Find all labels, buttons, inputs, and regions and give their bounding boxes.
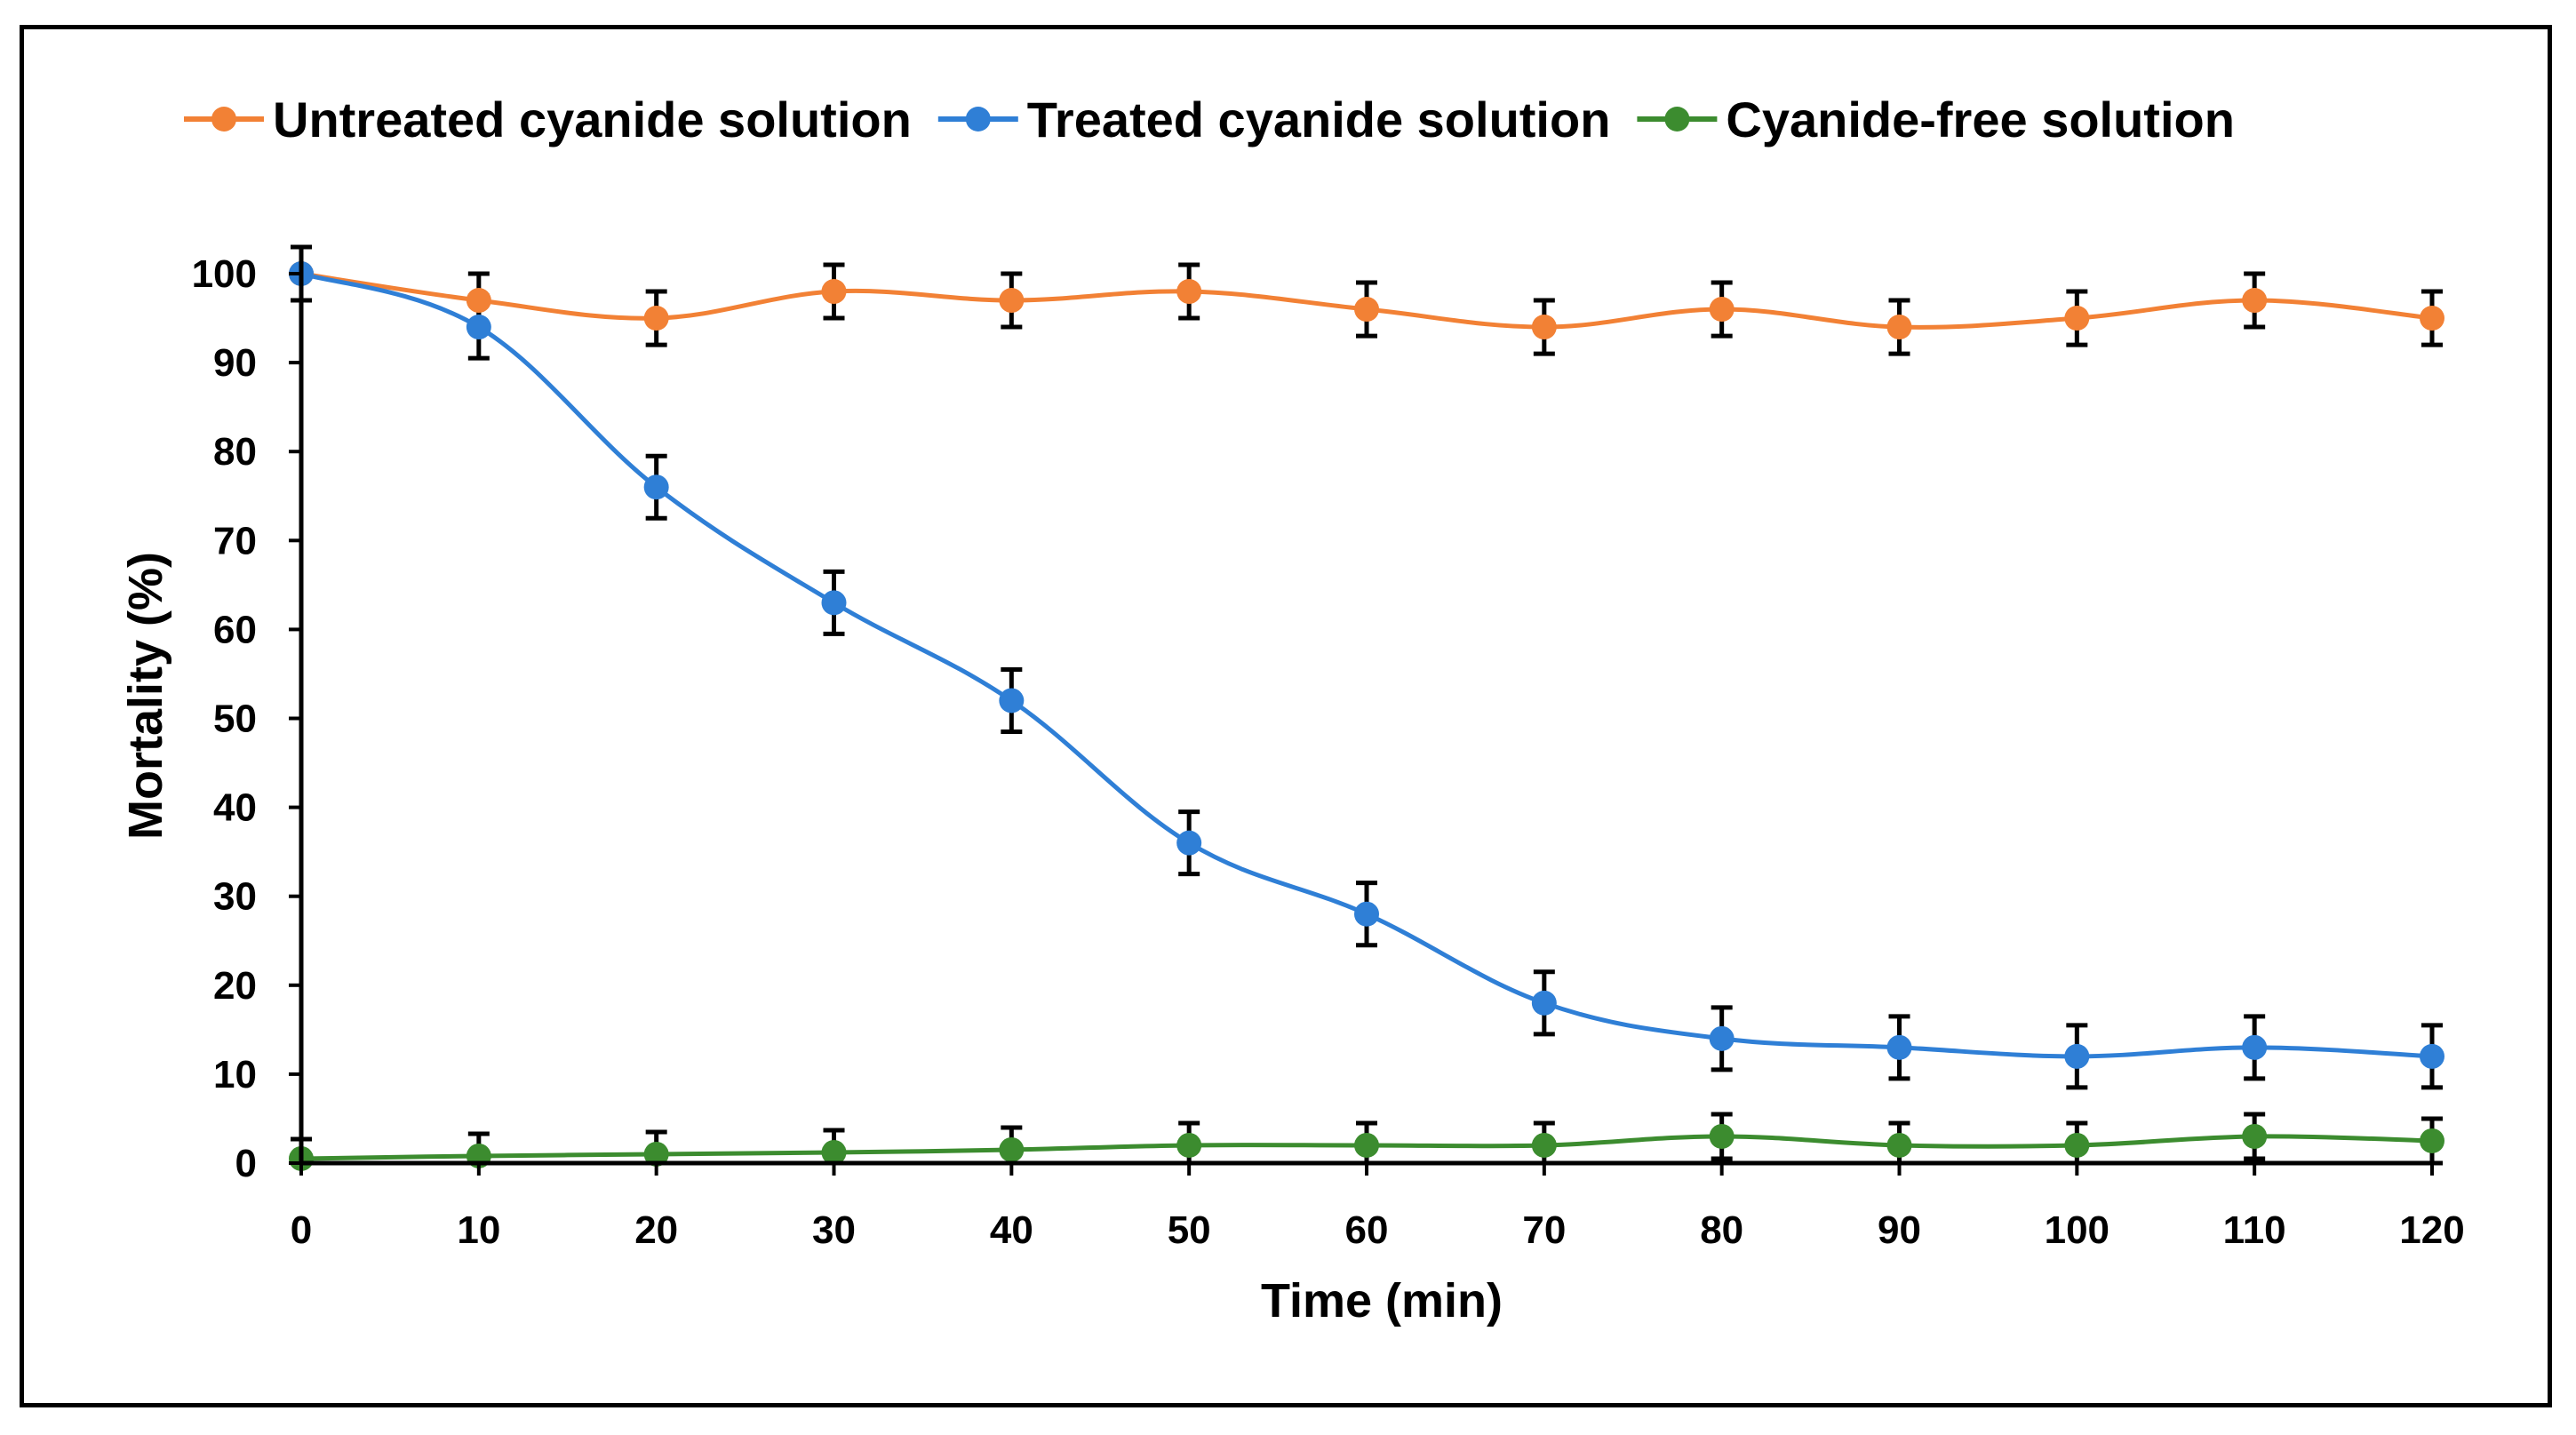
error-bars xyxy=(291,244,2443,1166)
x-tick-label: 30 xyxy=(812,1208,856,1252)
treated-cyanide-solution-point xyxy=(643,474,669,500)
x-tick-label: 70 xyxy=(1522,1208,1566,1252)
x-tick-label: 10 xyxy=(457,1208,500,1252)
y-tick-label: 30 xyxy=(213,875,257,919)
legend-label-cyanide-free-solution: Cyanide-free solution xyxy=(1726,92,2235,147)
data-markers xyxy=(289,261,2444,1171)
untreated-cyanide-solution-point xyxy=(1354,297,1379,323)
x-tick-label: 60 xyxy=(1345,1208,1389,1252)
cyanide-free-solution-point xyxy=(643,1141,669,1167)
treated-cyanide-solution-point xyxy=(1176,830,1202,856)
treated-cyanide-solution-point xyxy=(999,688,1025,714)
tick-labels: 0 10 20 30 40 50 60 70 80 90 100 0 10 20 30 40 50 60 70 80 9… xyxy=(192,252,2465,1252)
x-tick-label: 100 xyxy=(2045,1208,2109,1252)
x-tick-label: 0 xyxy=(291,1208,312,1252)
treated-cyanide-solution-point xyxy=(821,590,847,616)
legend-marker-untreated-cyanide-solution xyxy=(211,107,236,132)
y-tick-label: 20 xyxy=(213,964,257,1008)
x-tick-label: 50 xyxy=(1168,1208,1211,1252)
legend-marker-cyanide-free-solution xyxy=(1664,107,1690,132)
untreated-cyanide-solution-point xyxy=(466,288,491,314)
untreated-cyanide-solution-point xyxy=(2064,306,2090,331)
treated-cyanide-solution-point xyxy=(1531,990,1557,1016)
cyanide-free-solution-point xyxy=(1176,1132,1202,1158)
chart-frame: Untreated cyanide solution Treated cyanid… xyxy=(20,25,2552,1407)
untreated-cyanide-solution-point xyxy=(999,288,1025,314)
x-tick-label: 120 xyxy=(2399,1208,2464,1252)
cyanide-free-solution-point xyxy=(2242,1123,2268,1149)
y-tick-label: 0 xyxy=(235,1142,257,1185)
cyanide-free-solution-point xyxy=(1354,1132,1379,1158)
treated-cyanide-solution-point xyxy=(1886,1034,1912,1060)
legend-label-treated-cyanide-solution: Treated cyanide solution xyxy=(1027,92,1611,147)
cyanide-free-solution-point xyxy=(821,1139,847,1165)
y-tick-label: 90 xyxy=(213,341,257,385)
x-tick-label: 90 xyxy=(1878,1208,1921,1252)
cyanide-free-solution-point xyxy=(1531,1132,1557,1158)
cyanide-free-solution-point xyxy=(2420,1128,2444,1153)
cyanide-free-solution-point xyxy=(2064,1132,2090,1158)
y-tick-label: 10 xyxy=(213,1053,257,1096)
y-tick-label: 70 xyxy=(213,519,257,562)
cyanide-free-solution-point xyxy=(999,1136,1025,1162)
y-tick-label: 40 xyxy=(213,786,257,830)
untreated-cyanide-solution-point xyxy=(1709,297,1735,323)
cyanide-free-solution-point xyxy=(1886,1132,1912,1158)
cyanide-free-solution-point xyxy=(1709,1123,1735,1149)
y-tick-label: 100 xyxy=(192,252,257,296)
legend: Untreated cyanide solution Treated cyanid… xyxy=(184,92,2235,147)
untreated-cyanide-solution-point xyxy=(2242,288,2268,314)
treated-cyanide-solution-point xyxy=(1709,1025,1735,1051)
x-axis-title: Time (min) xyxy=(1261,1274,1503,1327)
untreated-cyanide-solution-point xyxy=(1886,315,1912,340)
untreated-cyanide-solution-point xyxy=(1176,279,1202,305)
line-chart: Untreated cyanide solution Treated cyanid… xyxy=(119,92,2465,1327)
treated-cyanide-solution-point xyxy=(2420,1043,2444,1069)
x-tick-label: 110 xyxy=(2223,1208,2286,1252)
y-axis-title: Mortality (%) xyxy=(119,552,172,840)
legend-label-untreated-cyanide-solution: Untreated cyanide solution xyxy=(273,92,912,147)
legend-marker-treated-cyanide-solution xyxy=(965,107,991,132)
y-tick-label: 80 xyxy=(213,430,257,474)
untreated-cyanide-solution-point xyxy=(1531,315,1557,340)
untreated-cyanide-solution-point xyxy=(821,279,847,305)
series-lines xyxy=(300,271,2433,1161)
treated-cyanide-solution-point xyxy=(2064,1043,2090,1069)
treated-cyanide-solution-point xyxy=(466,315,491,340)
untreated-cyanide-solution-point xyxy=(2420,306,2444,331)
treated-cyanide-solution-point xyxy=(1354,901,1379,927)
axes xyxy=(289,251,2443,1176)
untreated-cyanide-solution-point xyxy=(643,306,669,331)
x-tick-label: 20 xyxy=(634,1208,678,1252)
x-tick-label: 40 xyxy=(990,1208,1033,1252)
treated-cyanide-solution-point xyxy=(2242,1034,2268,1060)
y-tick-label: 50 xyxy=(213,698,257,741)
x-tick-label: 80 xyxy=(1700,1208,1743,1252)
y-tick-label: 60 xyxy=(213,608,257,651)
